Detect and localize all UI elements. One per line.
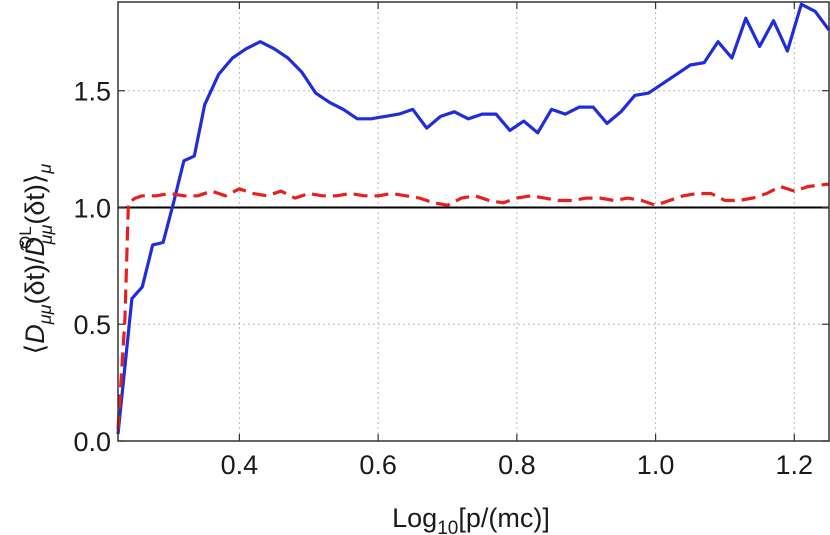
x-tick-label: 0.6 [359, 450, 397, 480]
y-tick-label: 1.0 [73, 193, 111, 223]
x-axis-label: Log10[p/(mc)] [392, 503, 550, 535]
svg-text:⟨Dμμ(δt)/D̃QLμμ(δt)⟩μ: ⟨Dμμ(δt)/D̃QLμμ(δt)⟩μ [16, 164, 56, 355]
y-tick-label: 1.5 [73, 77, 111, 107]
axis-ticks: 0.4 0.6 0.8 1.0 1.2 0.0 0.5 1.0 1.5 [73, 2, 829, 480]
x-axis-label-main: Log [392, 503, 437, 533]
x-tick-label: 1.2 [776, 450, 814, 480]
series-line-red-dashed [116, 182, 830, 430]
x-tick-label: 0.8 [498, 450, 536, 480]
x-tick-label: 1.0 [637, 450, 675, 480]
y-tick-label: 0.0 [73, 427, 111, 457]
x-tick-label: 0.4 [221, 450, 259, 480]
y-tick-label: 0.5 [73, 310, 111, 340]
y-axis-label: ⟨Dμμ(δt)/D̃QLμμ(δt)⟩μ [16, 164, 56, 355]
plot-frame [117, 1, 830, 442]
x-axis-label-subscript: 10 [437, 518, 458, 535]
series-line-blue-solid [116, 2, 830, 435]
x-axis-label-rest: [p/(mc)] [458, 503, 550, 533]
series-group [116, 2, 830, 435]
